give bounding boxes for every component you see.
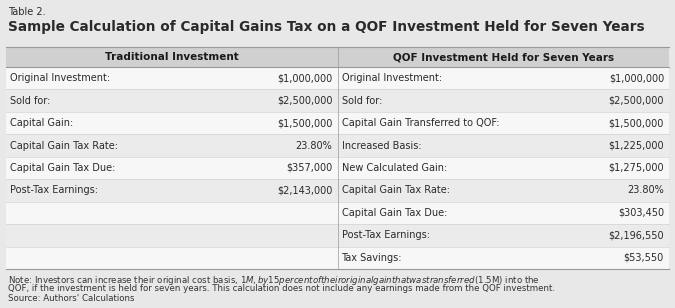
Text: Source: Authors' Calculations: Source: Authors' Calculations [8,294,134,303]
Bar [6,47,669,67]
Bar [6,112,669,134]
Text: $1,275,000: $1,275,000 [608,163,664,173]
Bar [6,179,669,202]
Bar [6,134,669,157]
Text: $1,000,000: $1,000,000 [277,73,333,83]
Text: $1,225,000: $1,225,000 [608,140,664,151]
Text: Increased Basis:: Increased Basis: [342,140,421,151]
Text: $357,000: $357,000 [286,163,333,173]
Text: Table 2.: Table 2. [8,7,46,17]
Text: Capital Gain:: Capital Gain: [10,118,74,128]
Text: $1,000,000: $1,000,000 [609,73,664,83]
Text: 23.80%: 23.80% [627,185,664,196]
Text: Original Investment:: Original Investment: [10,73,110,83]
Text: Note: Investors can increase their original cost basis, $1M, by 15 percent of th: Note: Investors can increase their origi… [8,274,540,287]
Text: $2,500,000: $2,500,000 [608,96,664,106]
Text: Original Investment:: Original Investment: [342,73,441,83]
Text: 23.80%: 23.80% [296,140,333,151]
Bar [6,67,669,89]
Text: Capital Gain Tax Rate:: Capital Gain Tax Rate: [10,140,118,151]
Text: Post-Tax Earnings:: Post-Tax Earnings: [10,185,98,196]
Text: Capital Gain Transferred to QOF:: Capital Gain Transferred to QOF: [342,118,499,128]
Text: QOF Investment Held for Seven Years: QOF Investment Held for Seven Years [393,52,614,62]
Text: Tax Savings:: Tax Savings: [342,253,402,263]
Bar [6,157,669,179]
Text: Capital Gain Tax Due:: Capital Gain Tax Due: [10,163,115,173]
Text: $2,143,000: $2,143,000 [277,185,333,196]
Text: Post-Tax Earnings:: Post-Tax Earnings: [342,230,429,240]
Text: Traditional Investment: Traditional Investment [105,52,239,62]
Text: QOF, if the investment is held for seven years. This calculation does not includ: QOF, if the investment is held for seven… [8,284,555,293]
Text: $2,500,000: $2,500,000 [277,96,333,106]
Text: $1,500,000: $1,500,000 [277,118,333,128]
Text: Capital Gain Tax Rate:: Capital Gain Tax Rate: [342,185,450,196]
Text: Sample Calculation of Capital Gains Tax on a QOF Investment Held for Seven Years: Sample Calculation of Capital Gains Tax … [8,20,645,34]
Text: Capital Gain Tax Due:: Capital Gain Tax Due: [342,208,447,218]
Bar [6,89,669,112]
Text: $303,450: $303,450 [618,208,664,218]
Text: New Calculated Gain:: New Calculated Gain: [342,163,447,173]
Text: $2,196,550: $2,196,550 [608,230,664,240]
Text: $1,500,000: $1,500,000 [609,118,664,128]
Bar [6,224,669,247]
Text: Sold for:: Sold for: [10,96,51,106]
Bar [6,202,669,224]
Bar [6,247,669,269]
Bar [6,47,669,269]
Text: Sold for:: Sold for: [342,96,382,106]
Text: $53,550: $53,550 [624,253,664,263]
